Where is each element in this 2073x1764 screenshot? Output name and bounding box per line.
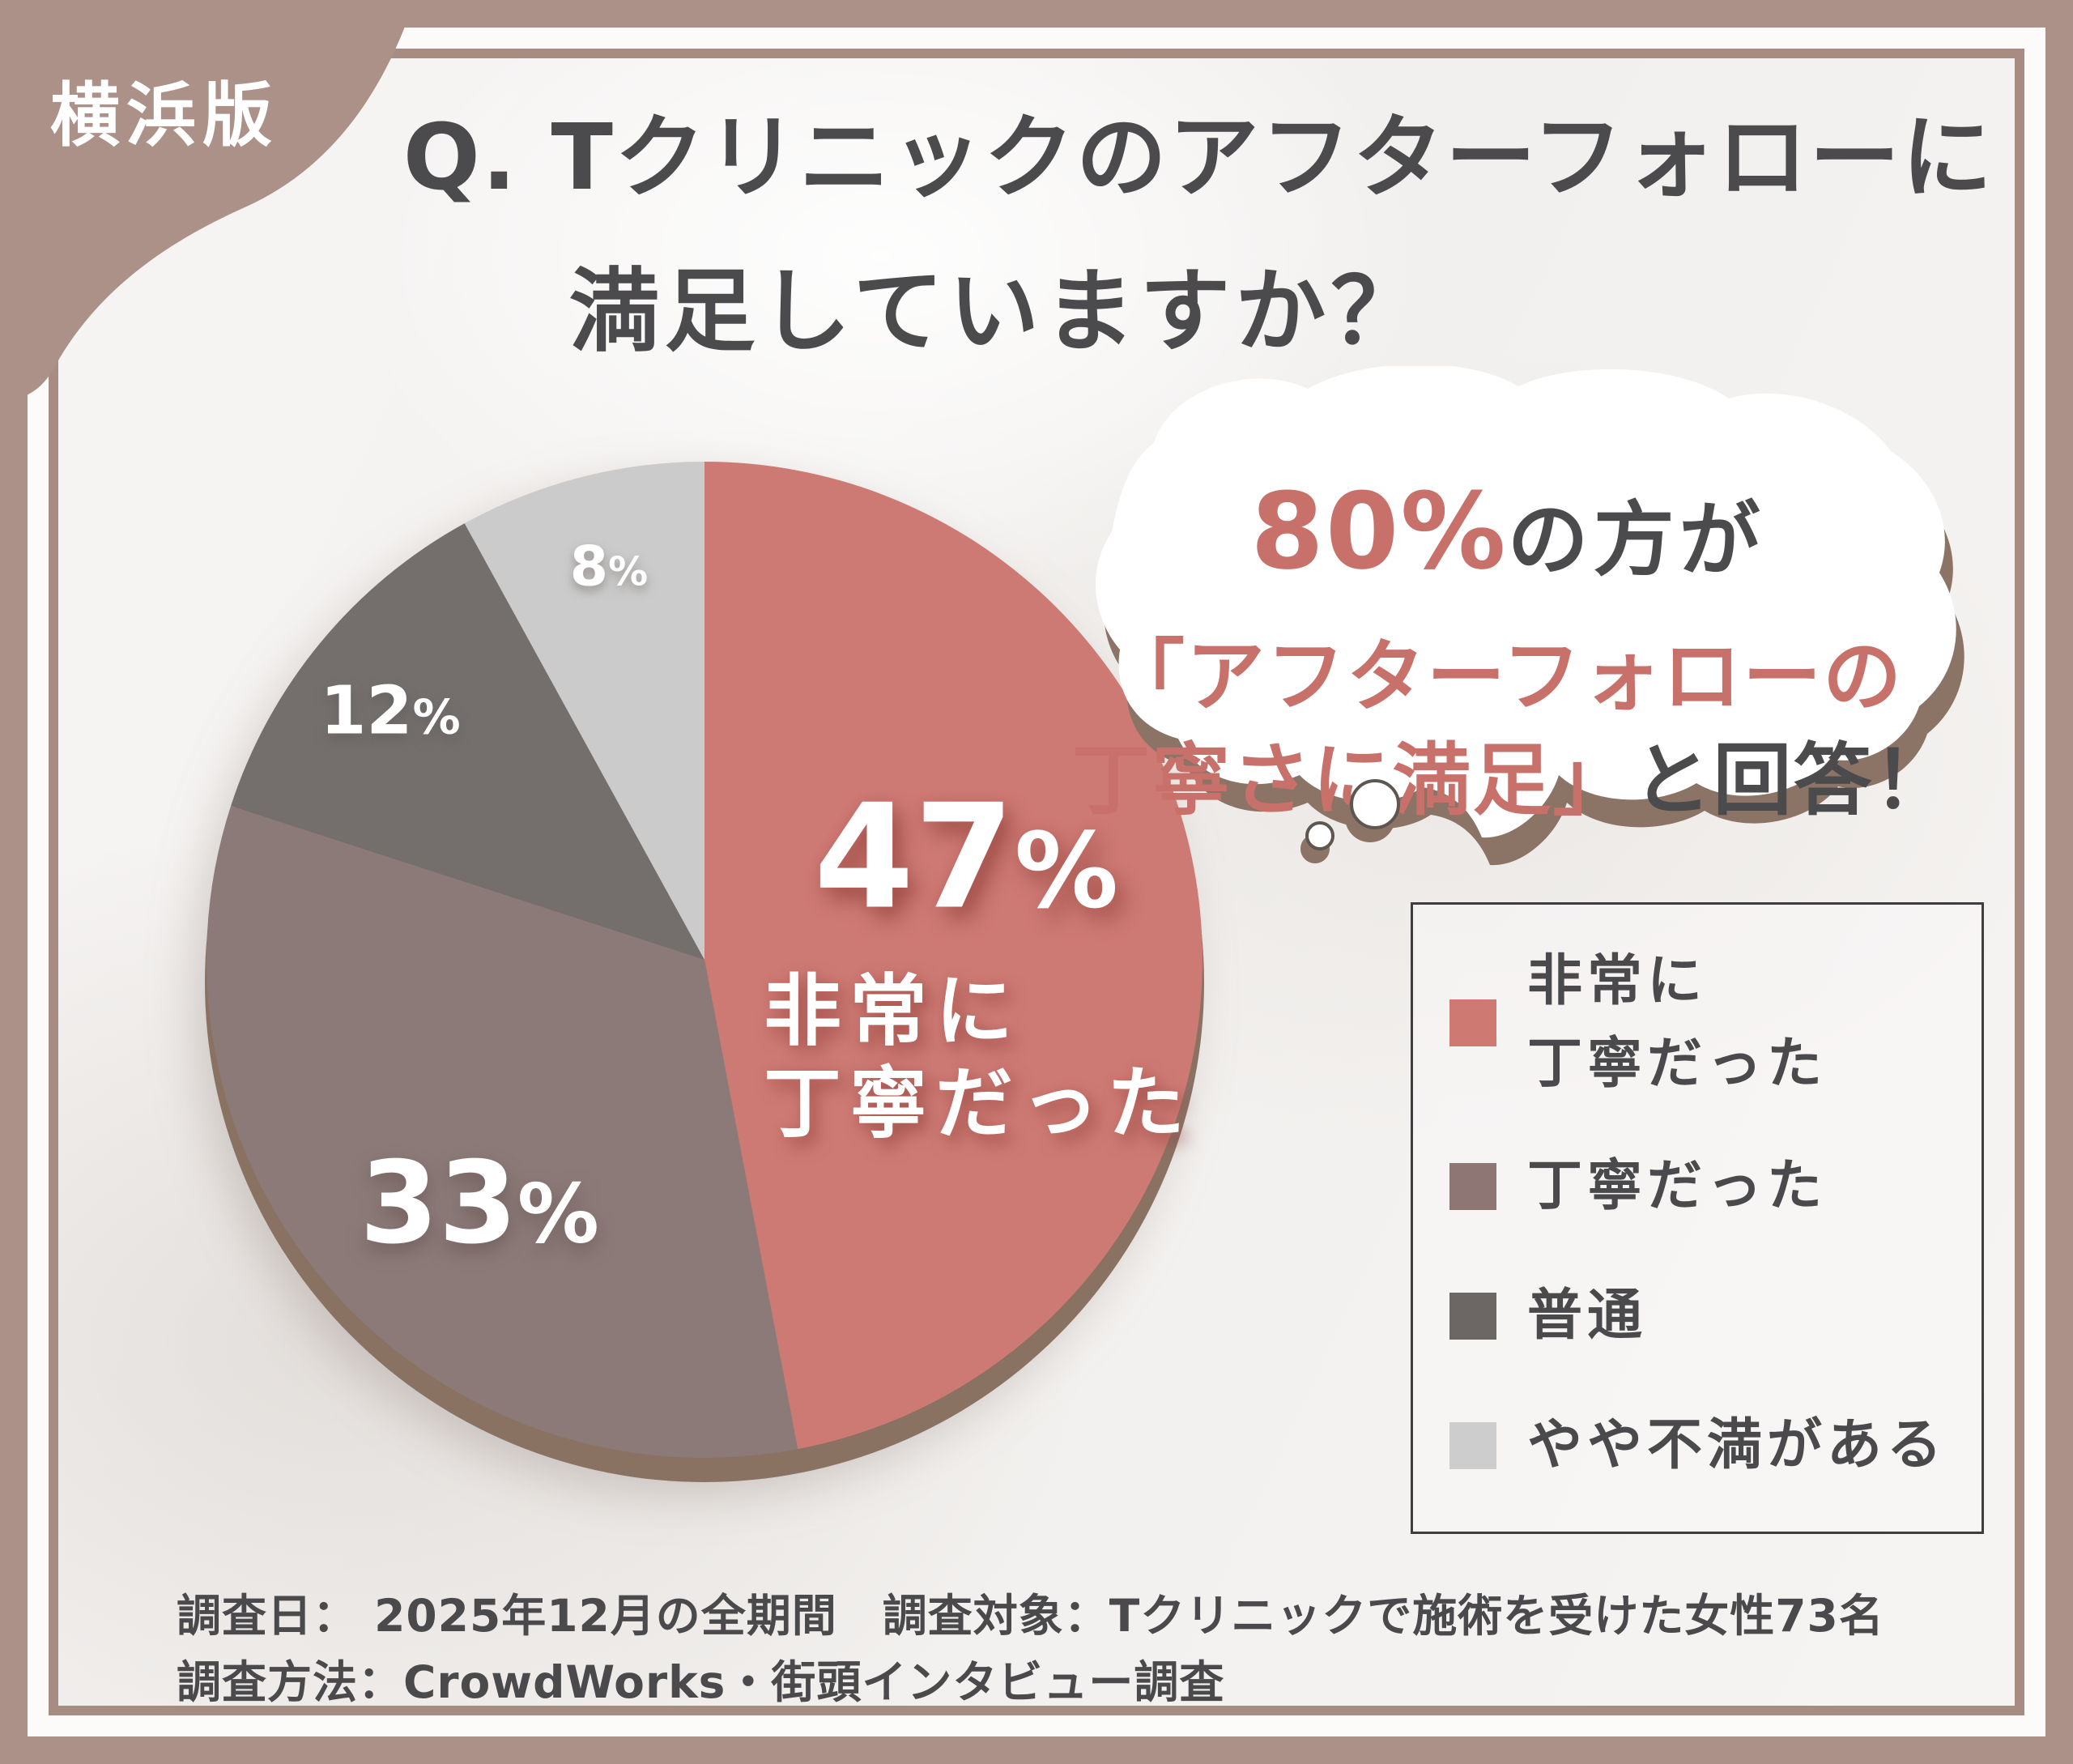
- pie-value-8: 8: [569, 535, 609, 599]
- legend-swatch-polite: [1449, 1163, 1496, 1210]
- percent-sign: %: [608, 548, 649, 595]
- legend-swatch-very-polite: [1449, 999, 1496, 1046]
- legend-item-neutral: 普通: [1449, 1280, 1647, 1353]
- edition-badge: 横浜版: [50, 75, 279, 156]
- legend-item-polite: 丁寧だった: [1449, 1150, 1827, 1223]
- legend-item-dissatisfied: やや不満がある: [1449, 1409, 1947, 1482]
- bubble-line2-text: 「アフターフォローの: [1105, 631, 1904, 722]
- legend-label-polite: 丁寧だった: [1527, 1154, 1828, 1218]
- legend-swatch-dissatisfied: [1449, 1422, 1496, 1469]
- pie-slice-neutral: [231, 523, 705, 960]
- percent-sign: %: [1014, 811, 1119, 932]
- pie-label-12: 12%: [320, 673, 460, 750]
- pie-slice-dissatisfied: [464, 462, 704, 960]
- pie-chart: [205, 462, 1204, 1482]
- pie-value-33: 33: [360, 1137, 517, 1270]
- pie-slice-polite: [206, 806, 798, 1458]
- legend-label-line1: 非常に: [1527, 949, 1708, 1013]
- bubble-line3-rest: と回答！: [1632, 735, 1954, 826]
- legend-label-line2: 丁寧だった: [1527, 1032, 1828, 1096]
- pie-label-47: 47%: [814, 773, 1118, 941]
- bubble-line1-rest: の方が: [1507, 492, 1765, 587]
- bubble-line-3: 丁寧さに満足」 と回答！: [1072, 716, 1954, 830]
- legend-label-very-polite: 非常に 丁寧だった: [1527, 940, 1827, 1106]
- bubble-line-1: 80% の方が: [1250, 470, 1764, 593]
- bubble-line-2: 「アフターフォローの: [1106, 612, 1903, 726]
- legend-item-very-polite: 非常に 丁寧だった: [1449, 946, 1827, 1100]
- legend-label-neutral: 普通: [1527, 1284, 1648, 1348]
- page-title-line1: Q. Tクリニックのアフターフォローに: [402, 105, 1994, 211]
- legend-swatch-neutral: [1449, 1293, 1496, 1340]
- pie-caption-line2: 丁寧だった: [764, 1058, 1193, 1149]
- pie-caption-line1: 非常に: [764, 965, 1021, 1057]
- pie-value-12: 12: [320, 672, 413, 750]
- survey-info-line2: 調査方法：CrowdWorks・街頭インタビュー調査: [177, 1656, 1225, 1708]
- legend-box: [1411, 902, 1984, 1534]
- pie-label-8: 8%: [570, 535, 648, 599]
- percent-sign: %: [412, 688, 461, 745]
- thought-bubble-cloud: [1096, 366, 1956, 838]
- percent-sign: %: [517, 1165, 599, 1262]
- survey-info-line1: 調査日： 2025年12月の全期間 調査対象：Tクリニックで施術を受けた女性73…: [177, 1590, 1884, 1642]
- pie-label-33: 33%: [360, 1138, 599, 1270]
- bubble-tail-circle-small: [1305, 821, 1334, 850]
- corner-blob: [0, 0, 415, 402]
- pie-value-47: 47: [813, 773, 1015, 941]
- bubble-80-percent: 80%: [1250, 470, 1508, 593]
- page-title-line2: 満足していますか？: [568, 259, 1427, 364]
- bubble-tail-circle-large: [1350, 779, 1400, 829]
- legend-label-dissatisfied: やや不満がある: [1527, 1413, 1947, 1477]
- pie-slice-very-polite: [704, 462, 1203, 1450]
